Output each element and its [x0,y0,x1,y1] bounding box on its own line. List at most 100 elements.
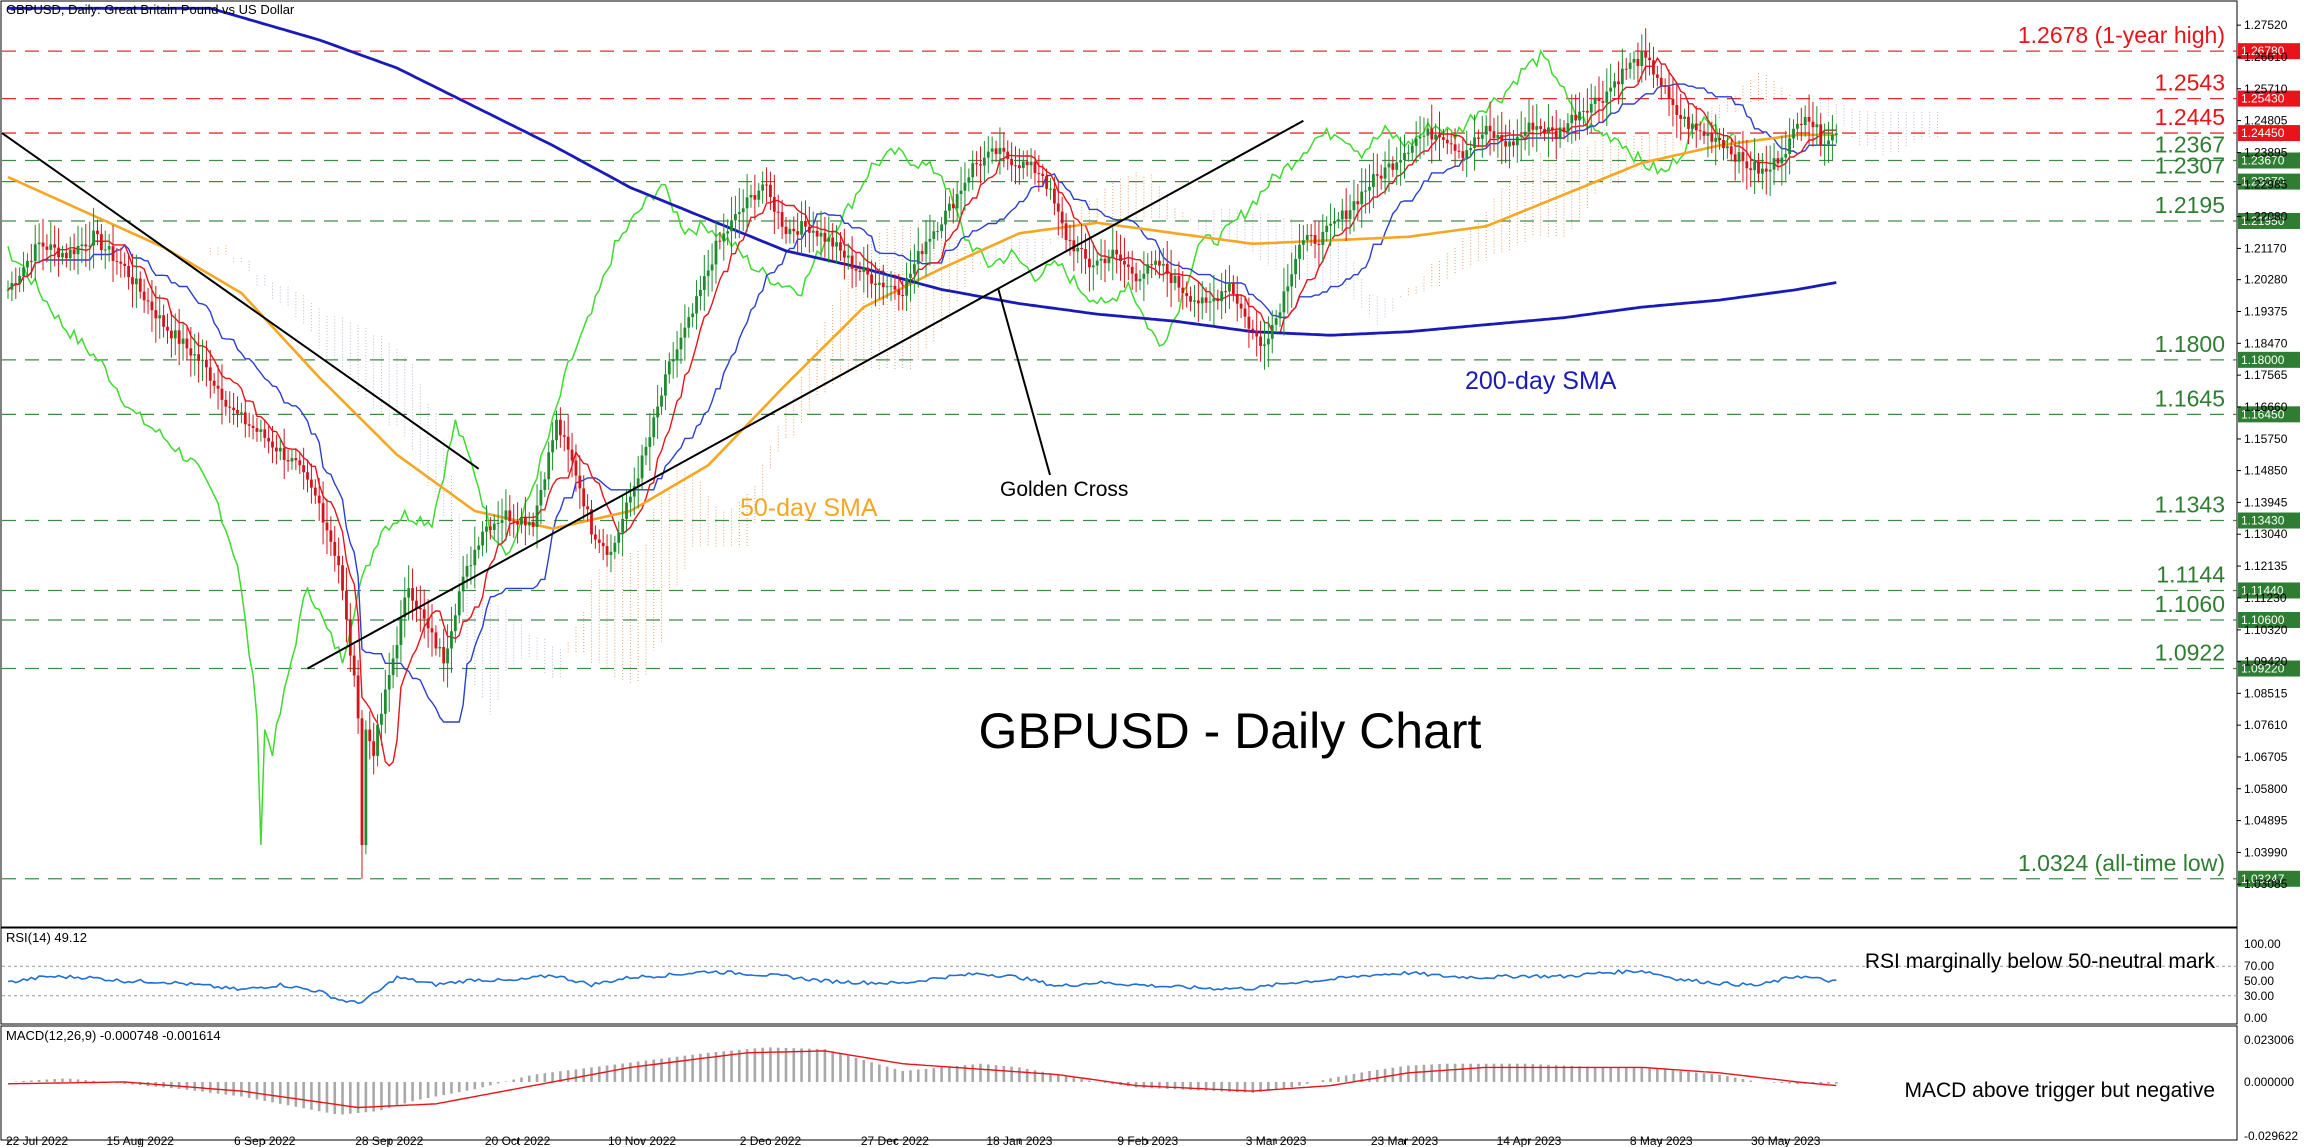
candle-body [508,510,512,521]
candle-body [963,182,967,191]
horizontal-levels: 1.2678 (1-year high) 1.26780 1.2543 1.25430… [2,22,2300,887]
candle-body [1025,161,1029,166]
candle-body [37,242,41,245]
candle-body [1554,130,1558,140]
candle-body [1037,173,1041,175]
candle-body [1434,134,1438,140]
candle-body [1706,132,1710,136]
candle-body [1216,298,1220,302]
candle-body [395,644,399,659]
y-tick-label: 1.21170 [2244,241,2287,255]
x-tick-label: 27 Dec 2022 [861,1134,929,1147]
candle-body [465,565,469,577]
candle-body [1418,136,1422,139]
candle-body [854,268,858,271]
candle-body [1220,291,1224,302]
candle-body [1628,62,1632,70]
candle-body [1831,134,1834,141]
candle-body [1021,161,1025,169]
candle-body [531,521,535,528]
candle-body [870,274,873,284]
candle-body [1080,247,1084,250]
candle-body [286,459,290,462]
tenkan-sen-line [7,56,1837,767]
candle-body [1547,127,1550,134]
candle-body [998,147,1002,155]
level-label: 1.1645 [2155,385,2225,411]
candle-body [1473,137,1476,149]
candle-body [99,234,103,251]
candle-body [1453,144,1457,151]
candle-body [434,632,438,649]
candle-body [1620,68,1624,85]
candle-body [543,479,547,490]
candle-body [734,214,737,221]
candle-body [473,549,477,566]
candle-body [415,600,418,608]
candle-body [504,510,508,520]
candle-body [512,520,516,522]
candle-body [1329,223,1332,226]
indicator-lines [7,6,1837,846]
macd-tick-label: 0.000000 [2244,1075,2294,1089]
candle-body [224,399,228,407]
y-tick-label: 1.11230 [2244,591,2287,605]
candle-body [578,475,582,489]
candle-body [520,516,523,525]
candle-body [811,230,815,233]
candle-body [469,565,473,567]
candle-body [1535,126,1539,130]
candle-body [1107,257,1111,264]
candle-body [376,724,379,756]
candle-body [57,247,60,258]
y-tick-label: 1.22080 [2244,209,2288,223]
candle-body [920,251,924,255]
candle-body [570,449,574,461]
candle-body [695,296,698,314]
y-tick-label: 1.05800 [2244,782,2288,796]
sma50-line [7,133,1837,530]
candle-body [866,267,870,275]
candle-body [150,301,154,311]
candle-body [753,194,757,200]
candle-body [986,151,990,158]
candle-body [1663,85,1667,87]
rsi-header: RSI(14) 49.12 [6,930,87,945]
candle-body [1336,219,1340,221]
candle-body [1356,201,1360,205]
candle-body [1442,137,1445,140]
candle-body [10,282,14,290]
candle-body [730,220,733,232]
candle-body [1469,148,1473,151]
candle-body [1391,163,1395,170]
candle-body [22,267,25,276]
candle-body [527,521,531,526]
candle-body [1352,201,1356,211]
candle-body [648,437,652,447]
macd-panel: 0.023006 0.000000 -0.029622 [7,1033,2298,1143]
candle-body [609,551,613,555]
candle-body [1298,244,1301,259]
candle-body [905,277,908,296]
candle-body [418,607,422,610]
y-tick-label: 1.22985 [2244,178,2288,192]
candle-body [1488,125,1492,132]
candle-body [1776,158,1780,164]
candle-body [193,354,197,356]
candle-body [617,532,621,543]
candle-body [1690,123,1694,129]
candle-body [1636,59,1640,66]
candle-body [251,425,255,429]
candle-body [96,230,99,235]
candle-body [1266,338,1270,345]
rsi-tick-label: 100.00 [2244,937,2281,951]
candle-body [1181,287,1185,294]
candle-body [446,648,449,664]
candle-body [959,190,963,195]
candle-body [1084,249,1087,259]
candle-body [1305,234,1309,241]
candle-body [741,208,745,213]
candle-body [1737,152,1741,162]
kijun-sen-line [7,83,1837,723]
